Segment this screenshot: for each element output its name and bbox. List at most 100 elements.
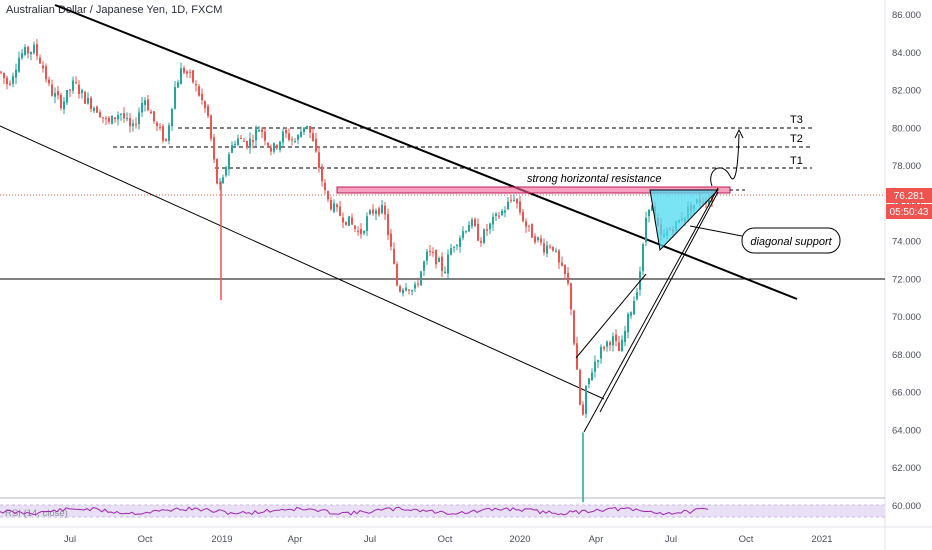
candle-body xyxy=(48,79,50,84)
time-tick-label: Jul xyxy=(364,534,376,545)
candle-body xyxy=(9,83,11,85)
candle-body xyxy=(78,84,80,94)
candle-body xyxy=(258,129,260,132)
price-tick-label: 72.000 xyxy=(892,274,921,285)
candle-body xyxy=(399,286,401,292)
candle-body xyxy=(582,404,584,415)
candle-body xyxy=(210,115,212,139)
rising-channel-upper[interactable] xyxy=(575,273,647,359)
candle-body xyxy=(180,68,182,85)
rsi-line xyxy=(0,506,709,516)
diagonal-support-inner[interactable] xyxy=(599,191,719,413)
time-tick-label: 2020 xyxy=(509,534,530,545)
candle-body xyxy=(264,131,266,141)
candle-body xyxy=(390,233,392,247)
time-tick-label: Apr xyxy=(589,534,604,545)
candle-body xyxy=(342,217,344,223)
candle-body xyxy=(270,147,272,152)
callout-box[interactable] xyxy=(741,227,841,254)
candle-body xyxy=(465,231,467,233)
channel-lower-line[interactable] xyxy=(0,125,605,400)
candle-body xyxy=(33,44,35,54)
time-axis[interactable]: Jul Oct 2019 Apr Jul Oct 2020 Apr Jul Oct 2021 xyxy=(64,534,833,545)
candle-body xyxy=(351,217,353,225)
candle-body xyxy=(417,283,419,285)
candle-body xyxy=(384,205,386,215)
candle-body xyxy=(570,283,572,310)
target-t3-label: T3 xyxy=(790,114,803,126)
candle-body xyxy=(75,82,77,84)
candle-body xyxy=(168,125,170,141)
price-tick-label: 82.000 xyxy=(892,86,921,97)
candle-body xyxy=(447,254,449,274)
candle-body xyxy=(306,125,308,127)
candle-body xyxy=(246,141,248,148)
time-tick-label: Jul xyxy=(665,534,677,545)
candle-body xyxy=(402,289,404,294)
price-tick-label: 66.000 xyxy=(892,388,921,399)
projection-arrow[interactable] xyxy=(710,133,740,187)
candle-body xyxy=(195,84,197,86)
price-tick-label: 68.000 xyxy=(892,350,921,361)
candle-body xyxy=(147,99,149,111)
candle-body xyxy=(396,264,398,286)
candle-body xyxy=(618,342,620,352)
candle-body xyxy=(531,224,533,238)
candle-body xyxy=(414,284,416,289)
candle-body xyxy=(240,138,242,140)
descending-trendline[interactable] xyxy=(54,4,798,300)
candle-body xyxy=(651,205,653,211)
candle-body xyxy=(549,246,551,248)
time-tick-label: Apr xyxy=(288,534,303,545)
candle-body xyxy=(39,57,41,64)
candle-body xyxy=(495,213,497,216)
candle-body xyxy=(366,216,368,232)
candle-body xyxy=(339,206,341,216)
candle-body xyxy=(213,137,215,160)
ascending-triangle[interactable] xyxy=(649,189,720,252)
candle-body xyxy=(564,264,566,274)
candle-body xyxy=(492,216,494,225)
candle-body xyxy=(615,334,617,342)
candle-body xyxy=(597,360,599,362)
diagonal-support-outer[interactable] xyxy=(583,187,719,433)
candle-body xyxy=(561,262,563,266)
price-tick-label: 86.000 xyxy=(892,10,921,21)
candle-body xyxy=(165,138,167,141)
candle-body xyxy=(312,133,314,142)
price-tick-label: 70.000 xyxy=(892,312,921,323)
candle-body xyxy=(225,167,227,176)
candle-body xyxy=(105,118,107,120)
candle-body xyxy=(171,108,173,127)
price-tick-label: 78.000 xyxy=(892,161,921,172)
candle-body xyxy=(27,46,29,54)
candle-body xyxy=(471,219,473,227)
resistance-label: strong horizontal resistance xyxy=(527,173,662,185)
candle-body xyxy=(420,271,422,286)
candle-body xyxy=(300,131,302,138)
candle-body xyxy=(555,250,557,252)
candle-body xyxy=(528,225,530,227)
candle-body xyxy=(432,252,434,254)
candle-body xyxy=(483,229,485,244)
current-price-badge xyxy=(886,188,932,203)
candle-body xyxy=(633,301,635,315)
candle-body xyxy=(621,339,623,352)
candle-body xyxy=(612,336,614,346)
candle-body xyxy=(462,231,464,238)
candle-body xyxy=(510,199,512,201)
candle-body xyxy=(297,135,299,140)
candle-body xyxy=(348,216,350,226)
candle-body xyxy=(72,80,74,91)
candle-body xyxy=(96,106,98,113)
candle-body xyxy=(51,84,53,96)
candle-body xyxy=(609,342,611,346)
candle-body xyxy=(642,244,644,272)
candle-body xyxy=(231,144,233,153)
price-tick-label: 80.000 xyxy=(892,123,921,134)
price-axis[interactable]: 86.00084.00082.00080.00078.00076.00074.0… xyxy=(892,10,921,512)
candle-body xyxy=(132,123,134,127)
candle-body xyxy=(150,111,152,114)
candle-body xyxy=(42,65,44,69)
